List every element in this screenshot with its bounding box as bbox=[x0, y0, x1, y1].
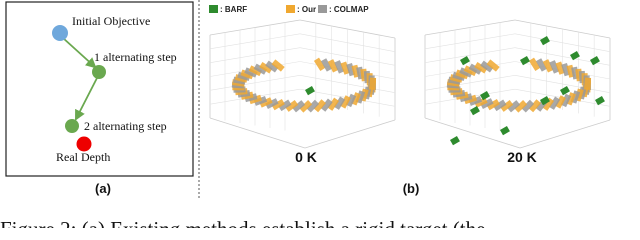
ring-cam bbox=[320, 98, 333, 112]
legend-label: : COLMAP bbox=[329, 5, 369, 14]
barf-cam bbox=[480, 91, 490, 101]
ring-cam bbox=[455, 69, 469, 80]
ring-cam bbox=[474, 61, 488, 74]
barf-cam bbox=[595, 96, 605, 106]
arrow bbox=[75, 77, 98, 121]
ring-cam bbox=[265, 98, 279, 110]
ring-cam bbox=[368, 77, 377, 90]
ring-cam bbox=[480, 60, 494, 73]
ring-cam bbox=[306, 99, 320, 113]
axis-edge bbox=[209, 117, 306, 149]
barf-cam bbox=[540, 36, 550, 46]
ring-cam bbox=[271, 59, 285, 72]
plots bbox=[209, 19, 611, 149]
ring-cam bbox=[542, 97, 555, 111]
ring-cam bbox=[521, 99, 535, 113]
ring-cam bbox=[259, 97, 273, 108]
barf-cam bbox=[470, 106, 480, 116]
legend-swatch bbox=[286, 5, 295, 13]
ring-cam bbox=[500, 99, 514, 112]
ring-cam bbox=[480, 98, 494, 110]
ring-cam bbox=[493, 99, 507, 112]
barf-cam bbox=[570, 50, 580, 61]
panel-caption: (a) bbox=[95, 181, 111, 196]
ring-cam bbox=[528, 99, 541, 113]
ring-cam bbox=[327, 97, 340, 111]
axis-edge bbox=[519, 119, 611, 149]
ring-cam bbox=[468, 63, 483, 75]
ring-cam bbox=[265, 60, 279, 73]
barf-cam bbox=[590, 56, 600, 66]
ring-cam bbox=[278, 99, 292, 112]
ring-cam bbox=[583, 77, 592, 90]
ring-cam bbox=[299, 100, 313, 113]
ring-cam bbox=[240, 69, 254, 80]
node-step1 bbox=[92, 65, 106, 79]
ring-cam bbox=[248, 65, 263, 77]
ring-cam bbox=[486, 98, 500, 111]
barf-cam bbox=[519, 56, 530, 66]
ring-cam bbox=[507, 100, 521, 113]
ring-cam bbox=[535, 58, 548, 72]
ring-cam bbox=[474, 97, 488, 108]
ring-cam bbox=[292, 100, 306, 113]
arrow bbox=[62, 37, 97, 69]
panel-caption: (b) bbox=[403, 181, 420, 196]
legend-swatch bbox=[209, 5, 218, 13]
ring-cam bbox=[253, 96, 268, 106]
barf-cam bbox=[460, 56, 470, 66]
barf-cam bbox=[560, 86, 570, 96]
ring-cam bbox=[313, 57, 326, 71]
ring-cam bbox=[339, 95, 351, 109]
barf-cam bbox=[540, 96, 550, 106]
page: Initial Objective 1 alternating step 2 a… bbox=[0, 0, 611, 228]
node-label: 2 alternating step bbox=[84, 119, 167, 133]
barf-cam bbox=[500, 126, 510, 136]
ring-cam bbox=[468, 96, 483, 106]
node-initial bbox=[52, 25, 68, 41]
ring-cam bbox=[548, 96, 561, 110]
barf-cam bbox=[305, 86, 315, 96]
node-label: Initial Objective bbox=[72, 14, 150, 28]
ring-cam bbox=[555, 61, 566, 75]
axis-edge bbox=[304, 119, 396, 149]
axis-edge bbox=[424, 117, 521, 149]
ring-cam bbox=[253, 63, 268, 75]
node-step2 bbox=[65, 119, 79, 133]
figure-caption: Figure 2: (a) Existing methods establish… bbox=[0, 217, 485, 228]
legend-label: : BARF bbox=[220, 5, 247, 14]
ring-cam bbox=[320, 58, 333, 72]
ring-cam bbox=[542, 59, 554, 73]
ring-cam bbox=[560, 93, 572, 108]
ring-cam bbox=[271, 98, 285, 111]
ring-cam bbox=[313, 99, 326, 113]
ring-cam bbox=[333, 96, 346, 110]
ring-cam bbox=[554, 95, 566, 109]
ring-cam bbox=[459, 67, 473, 78]
ring-cam bbox=[285, 99, 299, 112]
ring-cam bbox=[340, 61, 351, 75]
panel-a-frame bbox=[5, 1, 194, 177]
barf-cam bbox=[450, 136, 460, 146]
ring-cam bbox=[327, 59, 339, 73]
ring-cam bbox=[486, 59, 500, 72]
node-label: 1 alternating step bbox=[94, 50, 177, 64]
ring-cam bbox=[514, 100, 528, 113]
ring-cam bbox=[463, 65, 478, 77]
ring-cam bbox=[244, 67, 258, 78]
ring-cam bbox=[334, 60, 345, 74]
legend-label: : Our bbox=[297, 5, 316, 14]
figure: Initial Objective 1 alternating step 2 a… bbox=[0, 0, 611, 228]
ring-cam bbox=[345, 93, 357, 108]
ring-cam bbox=[259, 61, 273, 74]
ring-cam bbox=[528, 57, 541, 71]
node-label: Real Depth bbox=[56, 150, 110, 164]
plot-label: 0 K bbox=[295, 149, 317, 165]
plot-label: 20 K bbox=[507, 149, 537, 165]
node-real bbox=[76, 136, 92, 152]
ring-cam bbox=[549, 60, 560, 74]
legend-swatch bbox=[318, 5, 327, 13]
